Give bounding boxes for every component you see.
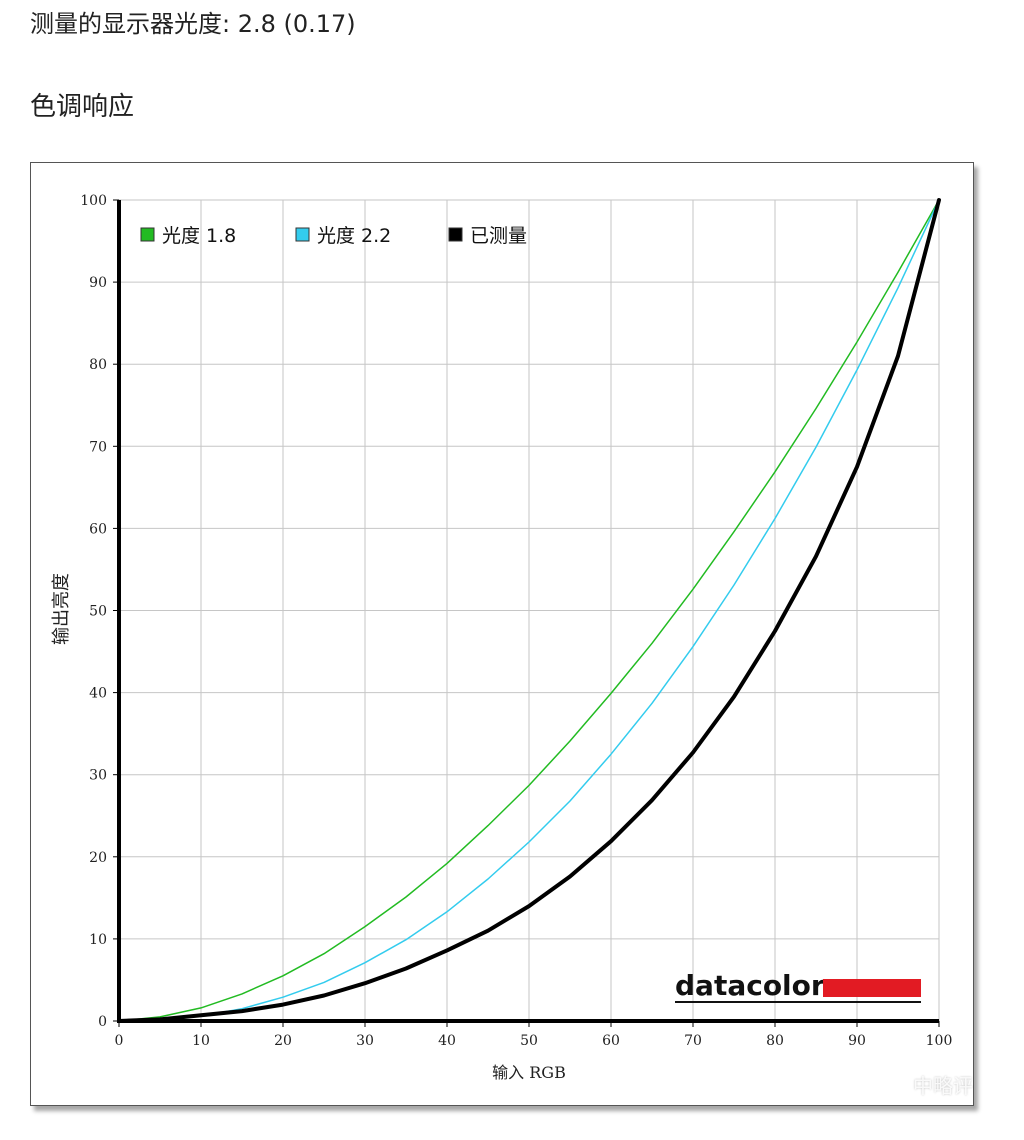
chart-svg: 0 10 20 30 40 50 60 70 80 90 100 0 10 20 30 40 50 60 70 80 9… bbox=[51, 193, 952, 1082]
x-tick-label: 100 bbox=[926, 1033, 953, 1049]
y-tick-label: 100 bbox=[80, 193, 107, 209]
y-tick-label: 20 bbox=[89, 850, 107, 866]
y-tick-label: 30 bbox=[89, 768, 107, 784]
tick-labels: 0 10 20 30 40 50 60 70 80 90 100 0 10 20 30 40 50 60 70 80 9… bbox=[80, 193, 952, 1049]
y-tick-label: 90 bbox=[89, 275, 107, 291]
legend-label-3: 已测量 bbox=[470, 225, 527, 247]
section-title: 色调响应 bbox=[30, 92, 135, 122]
x-tick-label: 90 bbox=[848, 1033, 866, 1049]
legend-swatch-3 bbox=[448, 227, 463, 242]
grid bbox=[118, 199, 940, 1022]
legend: 光度 1.8 光度 2.2 已测量 bbox=[140, 225, 527, 247]
x-tick-label: 20 bbox=[274, 1033, 292, 1049]
brand-red-bar bbox=[823, 979, 921, 997]
y-tick-label: 40 bbox=[89, 686, 107, 702]
y-tick-label: 70 bbox=[89, 439, 107, 455]
x-tick-label: 50 bbox=[520, 1033, 538, 1049]
x-tick-label: 0 bbox=[115, 1033, 124, 1049]
series-line-3 bbox=[117, 198, 941, 1023]
datacolor-logo: datacolor bbox=[675, 969, 921, 1003]
y-axis-label: 输出亮度 bbox=[51, 573, 72, 645]
x-axis-label: 输入 RGB bbox=[492, 1063, 566, 1082]
x-tick-label: 30 bbox=[356, 1033, 374, 1049]
series-line-1 bbox=[118, 199, 940, 1022]
legend-label-1: 光度 1.8 bbox=[162, 225, 236, 247]
series-line-2 bbox=[118, 199, 940, 1022]
y-tick-label: 80 bbox=[89, 357, 107, 373]
x-tick-label: 60 bbox=[602, 1033, 620, 1049]
x-tick-label: 80 bbox=[766, 1033, 784, 1049]
series-layer bbox=[117, 198, 941, 1023]
legend-swatch-2 bbox=[295, 227, 310, 242]
brand-text: datacolor bbox=[675, 969, 825, 1002]
y-tick-label: 0 bbox=[98, 1014, 107, 1030]
y-tick-label: 50 bbox=[89, 604, 107, 620]
y-tick-label: 10 bbox=[89, 932, 107, 948]
x-tick-label: 70 bbox=[684, 1033, 702, 1049]
legend-label-2: 光度 2.2 bbox=[317, 225, 391, 247]
watermark: 中略评 bbox=[913, 1074, 973, 1098]
tone-response-chart: 0 10 20 30 40 50 60 70 80 90 100 0 10 20 30 40 50 60 70 80 9… bbox=[30, 162, 974, 1106]
legend-swatch-1 bbox=[140, 227, 155, 242]
headline: 测量的显示器光度: 2.8 (0.17) bbox=[30, 10, 356, 38]
x-tick-label: 10 bbox=[192, 1033, 210, 1049]
axes bbox=[117, 200, 939, 1023]
brand-underline bbox=[675, 1001, 921, 1003]
x-tick-label: 40 bbox=[438, 1033, 456, 1049]
y-tick-label: 60 bbox=[89, 521, 107, 537]
